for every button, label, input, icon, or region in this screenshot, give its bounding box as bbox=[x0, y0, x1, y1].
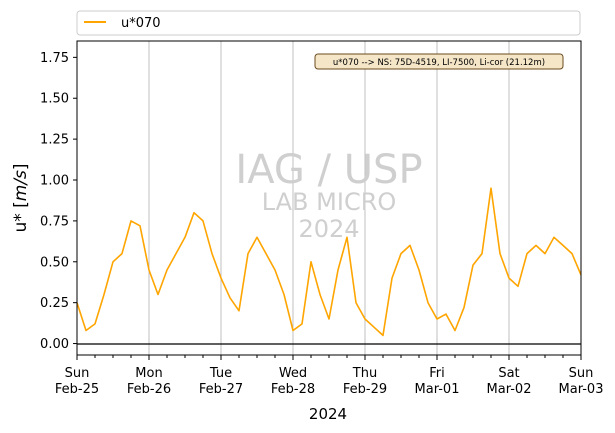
y-tick-label: 1.25 bbox=[40, 133, 69, 148]
x-axis: SunFeb-25MonFeb-26TueFeb-27WedFeb-28ThuF… bbox=[55, 355, 604, 397]
vertical-gridlines bbox=[148, 41, 510, 355]
x-tick-label-day: Fri bbox=[429, 366, 445, 381]
y-axis-label: u* [m/s] bbox=[11, 163, 31, 232]
y-tick-label: 1.50 bbox=[40, 92, 69, 107]
x-tick-label-date: Mar-01 bbox=[415, 382, 460, 397]
y-tick-label: 0.75 bbox=[40, 214, 69, 229]
watermark-line-2: LAB MICRO bbox=[262, 188, 397, 216]
y-tick-label: 0.25 bbox=[40, 296, 69, 311]
y-tick-label: 1.75 bbox=[40, 51, 69, 66]
annotation-text: u*070 --> NS: 75D-4519, LI-7500, Li-cor … bbox=[333, 58, 545, 68]
legend-entry-u070: u*070 bbox=[121, 16, 161, 31]
x-tick-label-date: Feb-28 bbox=[271, 382, 315, 397]
legend-frame bbox=[76, 10, 581, 36]
x-tick-label-day: Wed bbox=[279, 366, 307, 381]
x-tick-label-date: Feb-29 bbox=[343, 382, 387, 397]
x-tick-label-day: Sat bbox=[498, 366, 519, 381]
annotation: u*070 --> NS: 75D-4519, LI-7500, Li-cor … bbox=[314, 53, 564, 70]
y-tick-label: 0.50 bbox=[40, 255, 69, 270]
legend: u*070 bbox=[76, 10, 581, 36]
watermark-line-3: 2024 bbox=[298, 215, 359, 243]
series-line-u070 bbox=[76, 187, 582, 337]
x-tick-label-day: Tue bbox=[209, 366, 232, 381]
x-tick-label-date: Feb-26 bbox=[127, 382, 171, 397]
x-axis-label: 2024 bbox=[309, 405, 347, 423]
x-tick-label-date: Mar-03 bbox=[559, 382, 604, 397]
x-tick-label-date: Mar-02 bbox=[487, 382, 532, 397]
x-tick-label-day: Mon bbox=[135, 366, 162, 381]
y-tick-label: 1.00 bbox=[40, 174, 69, 189]
x-tick-label-date: Feb-25 bbox=[55, 382, 99, 397]
x-tick-label-day: Sun bbox=[65, 366, 90, 381]
annotation-box bbox=[314, 53, 564, 70]
y-axis: 0.00 0.25 0.50 0.75 1.00 1.25 1.50 1.75 bbox=[40, 51, 77, 352]
x-tick-label-date: Feb-27 bbox=[199, 382, 243, 397]
watermark: IAG / USP LAB MICRO 2024 bbox=[235, 147, 422, 243]
y-tick-label: 0.00 bbox=[40, 337, 69, 352]
x-tick-label-day: Thu bbox=[352, 366, 377, 381]
watermark-line-1: IAG / USP bbox=[235, 147, 422, 193]
x-tick-label-day: Sun bbox=[569, 366, 594, 381]
